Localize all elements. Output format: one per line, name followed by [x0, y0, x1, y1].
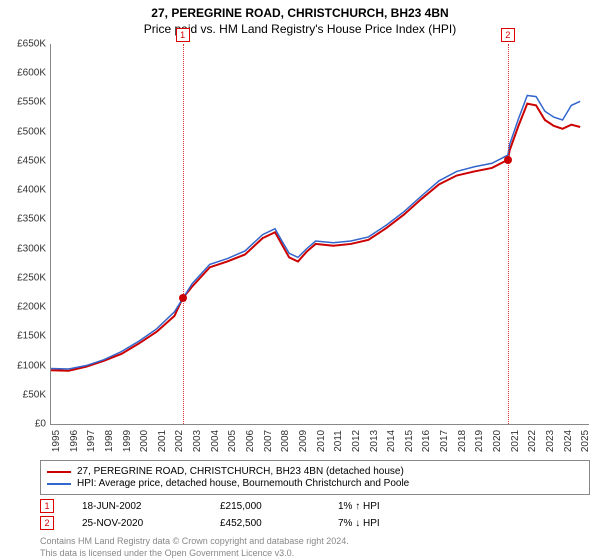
x-axis-label: 2004 [210, 430, 221, 452]
sale-date: 18-JUN-2002 [82, 501, 192, 512]
x-axis-label: 1998 [104, 430, 115, 452]
sale-marker-label: 1 [176, 28, 190, 42]
y-axis-label: £200K [17, 302, 46, 313]
x-axis-label: 2022 [527, 430, 538, 452]
y-axis-label: £400K [17, 185, 46, 196]
x-axis-label: 2006 [245, 430, 256, 452]
x-axis-label: 1999 [122, 430, 133, 452]
x-axis-label: 2003 [192, 430, 203, 452]
x-axis-label: 2010 [316, 430, 327, 452]
sale-vline [183, 44, 184, 424]
sale-row: 1 18-JUN-2002 £215,000 1% ↑ HPI [40, 499, 590, 513]
x-axis-label: 2002 [174, 430, 185, 452]
x-axis-label: 2023 [545, 430, 556, 452]
x-axis-label: 2008 [280, 430, 291, 452]
y-axis-label: £100K [17, 360, 46, 371]
footer-line-2: This data is licensed under the Open Gov… [40, 548, 590, 560]
legend-row: HPI: Average price, detached house, Bour… [47, 478, 583, 489]
x-axis-label: 2021 [510, 430, 521, 452]
x-axis-label: 2001 [157, 430, 168, 452]
y-axis-label: £500K [17, 126, 46, 137]
x-axis-label: 1996 [69, 430, 80, 452]
x-axis-label: 2005 [227, 430, 238, 452]
x-axis-label: 2016 [421, 430, 432, 452]
y-axis-label: £150K [17, 331, 46, 342]
legend-label: 27, PEREGRINE ROAD, CHRISTCHURCH, BH23 4… [77, 466, 404, 477]
y-axis-label: £250K [17, 272, 46, 283]
x-axis-label: 2018 [457, 430, 468, 452]
x-axis-label: 2019 [474, 430, 485, 452]
x-axis-label: 2017 [439, 430, 450, 452]
x-axis-label: 2024 [563, 430, 574, 452]
x-axis-label: 2009 [298, 430, 309, 452]
series-property [51, 104, 580, 371]
page-title: 27, PEREGRINE ROAD, CHRISTCHURCH, BH23 4… [0, 6, 600, 20]
legend-box: 27, PEREGRINE ROAD, CHRISTCHURCH, BH23 4… [40, 460, 590, 495]
series-hpi [51, 95, 580, 369]
sales-table: 1 18-JUN-2002 £215,000 1% ↑ HPI 2 25-NOV-2020… [40, 499, 590, 530]
legend-swatch [47, 471, 71, 473]
x-axis-label: 1995 [51, 430, 62, 452]
x-axis-label: 2007 [263, 430, 274, 452]
sale-marker [179, 294, 187, 302]
sale-price: £452,500 [220, 518, 310, 529]
sale-marker-label: 2 [501, 28, 515, 42]
sale-vline [508, 44, 509, 424]
x-axis-label: 2014 [386, 430, 397, 452]
footer-line-1: Contains HM Land Registry data © Crown c… [40, 536, 590, 548]
sale-row: 2 25-NOV-2020 £452,500 7% ↓ HPI [40, 516, 590, 530]
y-axis-label: £50K [23, 389, 46, 400]
y-axis-label: £650K [17, 39, 46, 50]
x-axis-label: 2000 [139, 430, 150, 452]
x-axis-label: 2013 [369, 430, 380, 452]
x-axis-label: 2012 [351, 430, 362, 452]
y-axis-label: £600K [17, 68, 46, 79]
footer-attribution: Contains HM Land Registry data © Crown c… [40, 536, 590, 559]
plot-area: 1995199619971998199920002001200220032004… [50, 44, 589, 425]
sale-number-box: 1 [40, 499, 54, 513]
sale-delta: 7% ↓ HPI [338, 518, 380, 529]
y-axis-label: £0 [35, 419, 46, 430]
x-axis-label: 2025 [580, 430, 591, 452]
legend-swatch [47, 483, 71, 485]
x-axis-label: 2011 [333, 430, 344, 452]
y-axis-label: £300K [17, 243, 46, 254]
sale-number-box: 2 [40, 516, 54, 530]
price-chart: 1995199619971998199920002001200220032004… [50, 44, 588, 424]
sale-price: £215,000 [220, 501, 310, 512]
x-axis-label: 2020 [492, 430, 503, 452]
legend-label: HPI: Average price, detached house, Bour… [77, 478, 409, 489]
sale-marker [504, 156, 512, 164]
x-axis-label: 1997 [86, 430, 97, 452]
legend-row: 27, PEREGRINE ROAD, CHRISTCHURCH, BH23 4… [47, 466, 583, 477]
sale-date: 25-NOV-2020 [82, 518, 192, 529]
y-axis-label: £550K [17, 97, 46, 108]
sale-delta: 1% ↑ HPI [338, 501, 380, 512]
y-axis-label: £350K [17, 214, 46, 225]
y-axis-label: £450K [17, 155, 46, 166]
x-axis-label: 2015 [404, 430, 415, 452]
